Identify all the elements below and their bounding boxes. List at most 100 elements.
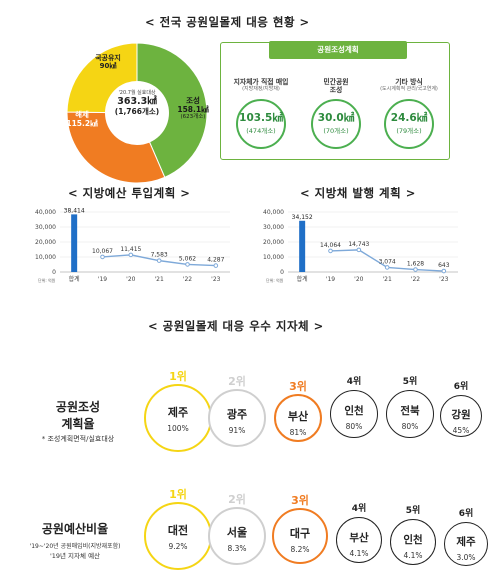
donut-hole [105, 81, 169, 145]
line-point [328, 248, 333, 254]
line-point [128, 252, 134, 258]
rank-label: 5위 [402, 377, 418, 387]
y-tick-label: 30,000 [35, 224, 56, 231]
national-status-title: < 전국 공원일몰제 대응 현황 > [145, 15, 310, 29]
rank-label: 5위 [405, 506, 421, 516]
rank-circle: 서울 8.3% [208, 507, 266, 565]
line-point [384, 265, 390, 270]
rank-label: 2위 [228, 375, 246, 388]
plan-private-count: (70개소) [323, 126, 349, 135]
hae-value: 115.2㎢ [66, 119, 98, 128]
donut-center-line1: '20.7월 실효대상 [118, 90, 156, 96]
bond-chart: 0 10,000 20,000 30,000 40,000 34,152 14,064 14,… [228, 200, 478, 300]
donut-center: '20.7월 실효대상 363.3㎢ (1,766개소) [100, 90, 174, 116]
y-tick-label: 20,000 [35, 239, 56, 246]
jo-count: (623개소) [180, 114, 206, 120]
rank-circle: 강원 45% [440, 395, 482, 437]
donut-label-guk: 국공유지 90㎢ [86, 54, 130, 71]
point-label: 11,415 [120, 246, 141, 253]
line-point [441, 268, 447, 274]
rank-label: 6위 [453, 382, 469, 392]
bond-chart-svg: 0 10,000 20,000 30,000 40,000 34,152 14,064 14,… [263, 209, 458, 283]
rank-circle: 부산 4.1% [336, 517, 382, 563]
rank-value: 3.0% [456, 553, 476, 563]
rank-label: 4위 [346, 377, 362, 387]
budget-chart-svg: 0 10,000 20,000 30,000 40,000 38,414 10,067 11,… [35, 207, 230, 283]
point-label: 4,287 [207, 257, 224, 264]
rank-name: 서울 [226, 526, 248, 540]
x-tick-label: '23 [211, 276, 220, 283]
plan-direct-value: 103.5㎢ [239, 112, 283, 124]
y-tick-label: 10,000 [263, 254, 284, 261]
plan-col-direct-title: 지자체가 직접 매입 [233, 78, 289, 86]
rank-circle: 광주 91% [208, 389, 266, 447]
row1-label-line2: 계획율 [61, 417, 95, 431]
rank-circle: 대구 8.2% [272, 508, 328, 564]
plan-col-other: 기타 방식 (도시계획적 관리/국고연계) [373, 78, 445, 92]
park-plan-header: 공원조성계획 [269, 41, 407, 59]
rank-label: 3위 [291, 494, 309, 507]
x-tick-label: 합계 [297, 275, 308, 283]
rank-name: 강원 [451, 408, 471, 421]
point-label: 5,062 [179, 255, 196, 262]
plan-circle-direct: 103.5㎢ (474개소) [236, 99, 286, 149]
x-tick-label: '19 [326, 276, 335, 283]
x-tick-label: '22 [183, 276, 192, 283]
x-tick-label: '21 [383, 276, 392, 283]
x-tick-label: '20 [354, 276, 363, 283]
guk-name: 국공유지 [95, 54, 121, 62]
rank-value: 81% [289, 428, 307, 438]
rank-name: 부산 [349, 531, 369, 544]
rankings-title: < 공원일몰제 대응 우수 지자체 > [148, 319, 324, 333]
rank-label: 1위 [169, 370, 187, 383]
plan-private-value: 30.0㎢ [317, 112, 355, 124]
point-label: 643 [438, 262, 450, 269]
row2-label: 공원예산비율 '19~'20년 공원매입비(지방재포함) '19년 지자체 예산 [10, 520, 140, 560]
y-tick-label: 30,000 [263, 224, 284, 231]
rank-value: 9.2% [168, 541, 188, 551]
plan-col-other-sub: (도시계획적 관리/국고연계) [380, 86, 438, 93]
rank-name: 인천 [403, 533, 423, 546]
plan-col-direct: 지자체가 직접 매입 (지방재정/지방채) [225, 78, 297, 92]
rank-label: 4위 [351, 504, 367, 514]
plan-circle-private: 30.0㎢ (70개소) [311, 99, 361, 149]
plan-col-private-title: 민간공원 조성 [300, 78, 372, 95]
guk-value: 90㎢ [99, 62, 117, 71]
rank-value: 8.2% [290, 544, 310, 554]
rank-value: 4.1% [403, 550, 423, 560]
rank-name: 인천 [344, 405, 364, 418]
x-tick-label: '21 [155, 276, 164, 283]
line-point [156, 258, 162, 263]
row1-label-line1: 공원조성 [55, 400, 101, 414]
y-tick-label: 10,000 [35, 254, 56, 261]
point-label: 1,628 [407, 261, 424, 268]
rank-value: 4.1% [349, 548, 369, 558]
donut-center-count: (1,766개소) [114, 107, 160, 117]
rank-circle: 전북 80% [386, 390, 434, 438]
x-tick-label: '22 [411, 276, 420, 283]
plan-other-count: (79개소) [396, 126, 422, 135]
rank-label: 6위 [458, 509, 474, 519]
line-point [185, 262, 190, 267]
x-tick-label: '20 [126, 276, 135, 283]
point-label: 3,074 [379, 258, 396, 265]
budget-chart: 0 10,000 20,000 30,000 40,000 38,414 10,067 11,… [0, 200, 250, 300]
rank-circle: 인천 80% [330, 390, 378, 438]
rank-value: 45% [452, 425, 470, 435]
line-point [213, 263, 219, 268]
line-point [356, 247, 362, 253]
plan-other-value: 24.6㎢ [390, 112, 428, 124]
rank-name: 광주 [226, 408, 248, 422]
bar-total-label: 38,414 [64, 207, 85, 214]
rank-label: 1위 [169, 488, 187, 501]
point-label: 14,064 [320, 242, 341, 249]
bond-chart-unit: 단위: 억원 [266, 278, 284, 283]
y-tick-label: 20,000 [263, 239, 284, 246]
jo-value: 158.1㎢ [177, 105, 209, 114]
row1-note: * 조성계획면적/실효대상 [41, 435, 115, 443]
point-label: 10,067 [92, 248, 113, 255]
rank-circle: 인천 4.1% [390, 519, 436, 565]
rank-value: 80% [345, 422, 363, 432]
plan-col-private-title-text: 민간공원 조성 [323, 78, 349, 95]
rank-name: 제주 [456, 536, 476, 549]
